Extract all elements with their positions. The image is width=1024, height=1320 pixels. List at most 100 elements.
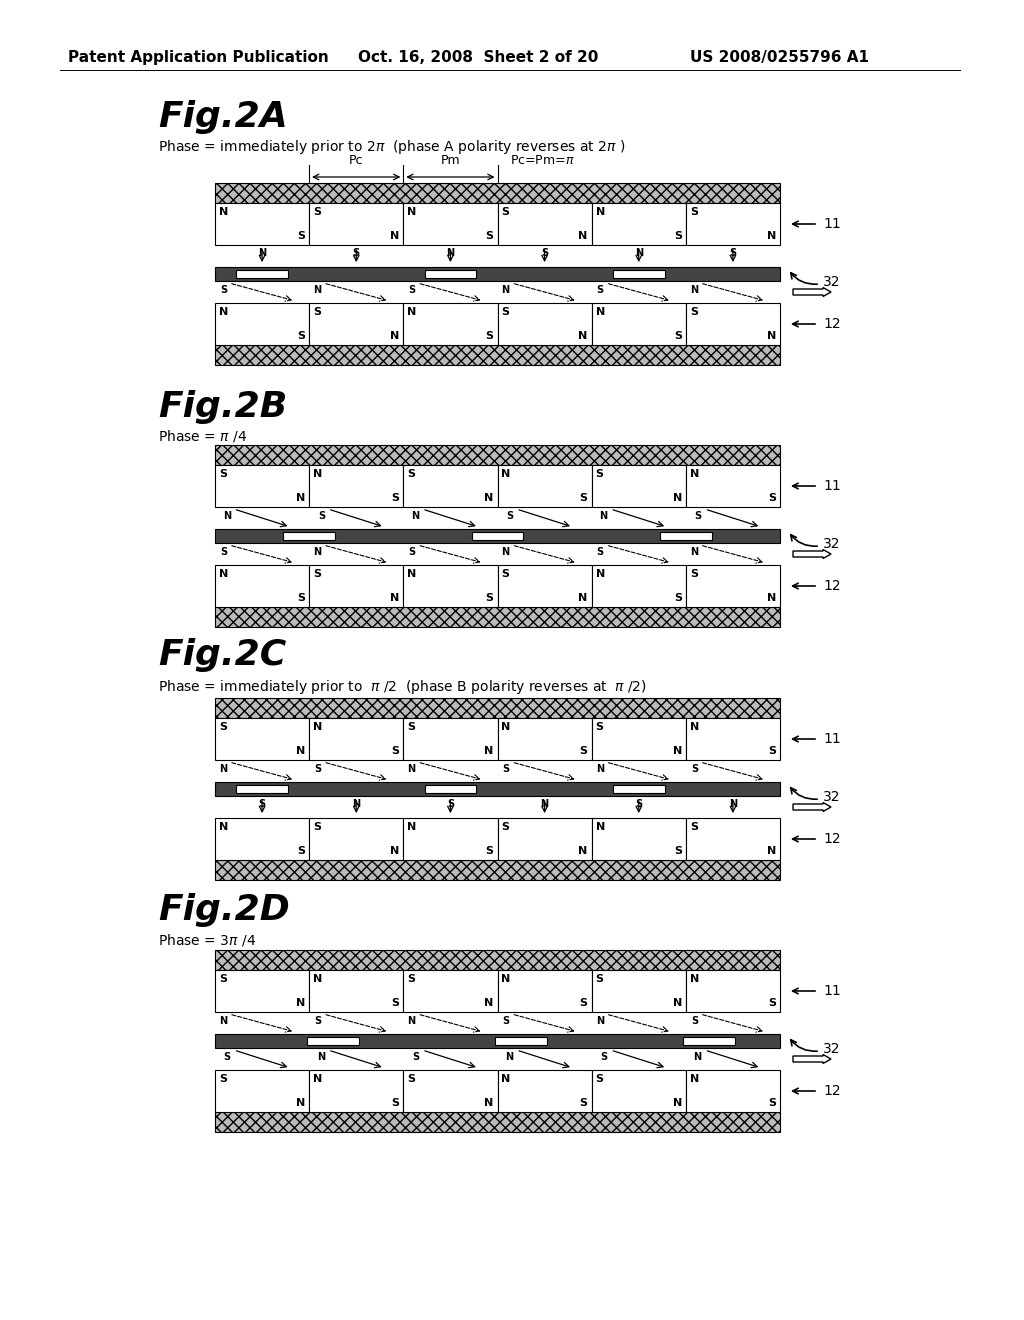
Text: S: S: [768, 492, 776, 503]
Text: N: N: [313, 285, 322, 294]
Bar: [686, 970, 780, 1012]
Text: S: S: [313, 207, 322, 216]
Text: 11: 11: [823, 983, 841, 998]
Text: N: N: [541, 799, 549, 809]
Text: N: N: [313, 469, 323, 479]
Text: N: N: [390, 331, 399, 341]
Text: S: S: [580, 1098, 588, 1107]
Text: Phase = 3$\pi$ /4: Phase = 3$\pi$ /4: [158, 932, 256, 948]
Bar: [659, 532, 712, 540]
Text: 11: 11: [823, 479, 841, 492]
Text: N: N: [296, 998, 305, 1008]
Bar: [498, 203, 592, 246]
Bar: [215, 345, 780, 366]
Text: S: S: [768, 746, 776, 756]
Bar: [592, 203, 686, 246]
Bar: [498, 818, 592, 861]
Text: S: S: [690, 308, 697, 317]
Text: US 2008/0255796 A1: US 2008/0255796 A1: [690, 50, 869, 65]
Bar: [403, 465, 498, 507]
Bar: [686, 818, 780, 861]
Bar: [686, 203, 780, 246]
Bar: [309, 818, 403, 861]
Text: N: N: [390, 593, 399, 603]
Bar: [403, 718, 498, 760]
Text: N: N: [219, 764, 227, 774]
Text: Fig.2A: Fig.2A: [158, 100, 288, 135]
Bar: [215, 304, 309, 345]
Bar: [215, 267, 780, 281]
Text: S: S: [768, 1098, 776, 1107]
Text: S: S: [391, 998, 399, 1008]
FancyArrow shape: [793, 1055, 831, 1064]
Bar: [309, 970, 403, 1012]
Text: S: S: [485, 331, 494, 341]
Bar: [215, 1034, 780, 1048]
Text: S: S: [317, 511, 325, 521]
Text: N: N: [446, 248, 455, 257]
Text: 12: 12: [823, 832, 841, 846]
Text: N: N: [767, 846, 776, 855]
Text: N: N: [599, 511, 607, 521]
Text: N: N: [596, 764, 604, 774]
Bar: [472, 532, 523, 540]
Text: N: N: [313, 546, 322, 557]
Text: N: N: [502, 469, 511, 479]
Text: N: N: [690, 722, 699, 733]
Text: N: N: [690, 546, 698, 557]
Bar: [215, 718, 309, 760]
Text: Phase = $\pi$ /4: Phase = $\pi$ /4: [158, 428, 248, 444]
Text: N: N: [408, 1016, 416, 1026]
Bar: [215, 1111, 780, 1133]
Bar: [309, 565, 403, 607]
Text: 11: 11: [823, 216, 841, 231]
Bar: [403, 203, 498, 246]
Text: S: S: [313, 822, 322, 832]
Bar: [686, 718, 780, 760]
Text: N: N: [579, 846, 588, 855]
Text: N: N: [596, 569, 605, 579]
Text: S: S: [596, 974, 604, 983]
Text: N: N: [408, 822, 417, 832]
Text: S: S: [580, 998, 588, 1008]
Text: N: N: [484, 998, 494, 1008]
Text: N: N: [502, 285, 510, 294]
Text: S: S: [297, 846, 305, 855]
Bar: [425, 785, 476, 793]
Text: S: S: [352, 248, 359, 257]
Text: N: N: [408, 207, 417, 216]
Text: Phase = immediately prior to  $\pi$ /2  (phase B polarity reverses at  $\pi$ /2): Phase = immediately prior to $\pi$ /2 (p…: [158, 678, 647, 696]
Text: N: N: [673, 998, 682, 1008]
Text: S: S: [596, 469, 604, 479]
Text: Oct. 16, 2008  Sheet 2 of 20: Oct. 16, 2008 Sheet 2 of 20: [358, 50, 598, 65]
Text: Fig.2D: Fig.2D: [158, 894, 290, 927]
Text: S: S: [674, 846, 682, 855]
Bar: [498, 465, 592, 507]
Text: S: S: [446, 799, 454, 809]
Text: N: N: [390, 846, 399, 855]
Text: Fig.2B: Fig.2B: [158, 389, 288, 424]
Text: N: N: [596, 207, 605, 216]
Bar: [592, 304, 686, 345]
Bar: [592, 1071, 686, 1111]
Text: S: S: [635, 799, 642, 809]
Text: S: S: [485, 846, 494, 855]
Text: S: S: [674, 331, 682, 341]
Text: S: S: [506, 511, 513, 521]
Text: 12: 12: [823, 1084, 841, 1098]
Text: S: S: [597, 546, 604, 557]
Text: S: S: [258, 799, 265, 809]
Text: N: N: [505, 1052, 513, 1063]
Text: N: N: [690, 469, 699, 479]
Text: S: S: [220, 546, 227, 557]
Text: S: S: [674, 231, 682, 242]
Bar: [686, 465, 780, 507]
Text: S: S: [409, 546, 416, 557]
Bar: [309, 1071, 403, 1111]
Bar: [215, 565, 309, 607]
Text: S: S: [502, 207, 510, 216]
Text: Pc: Pc: [349, 154, 364, 168]
Text: N: N: [484, 746, 494, 756]
Text: S: S: [314, 1016, 322, 1026]
Text: Pm: Pm: [440, 154, 460, 168]
